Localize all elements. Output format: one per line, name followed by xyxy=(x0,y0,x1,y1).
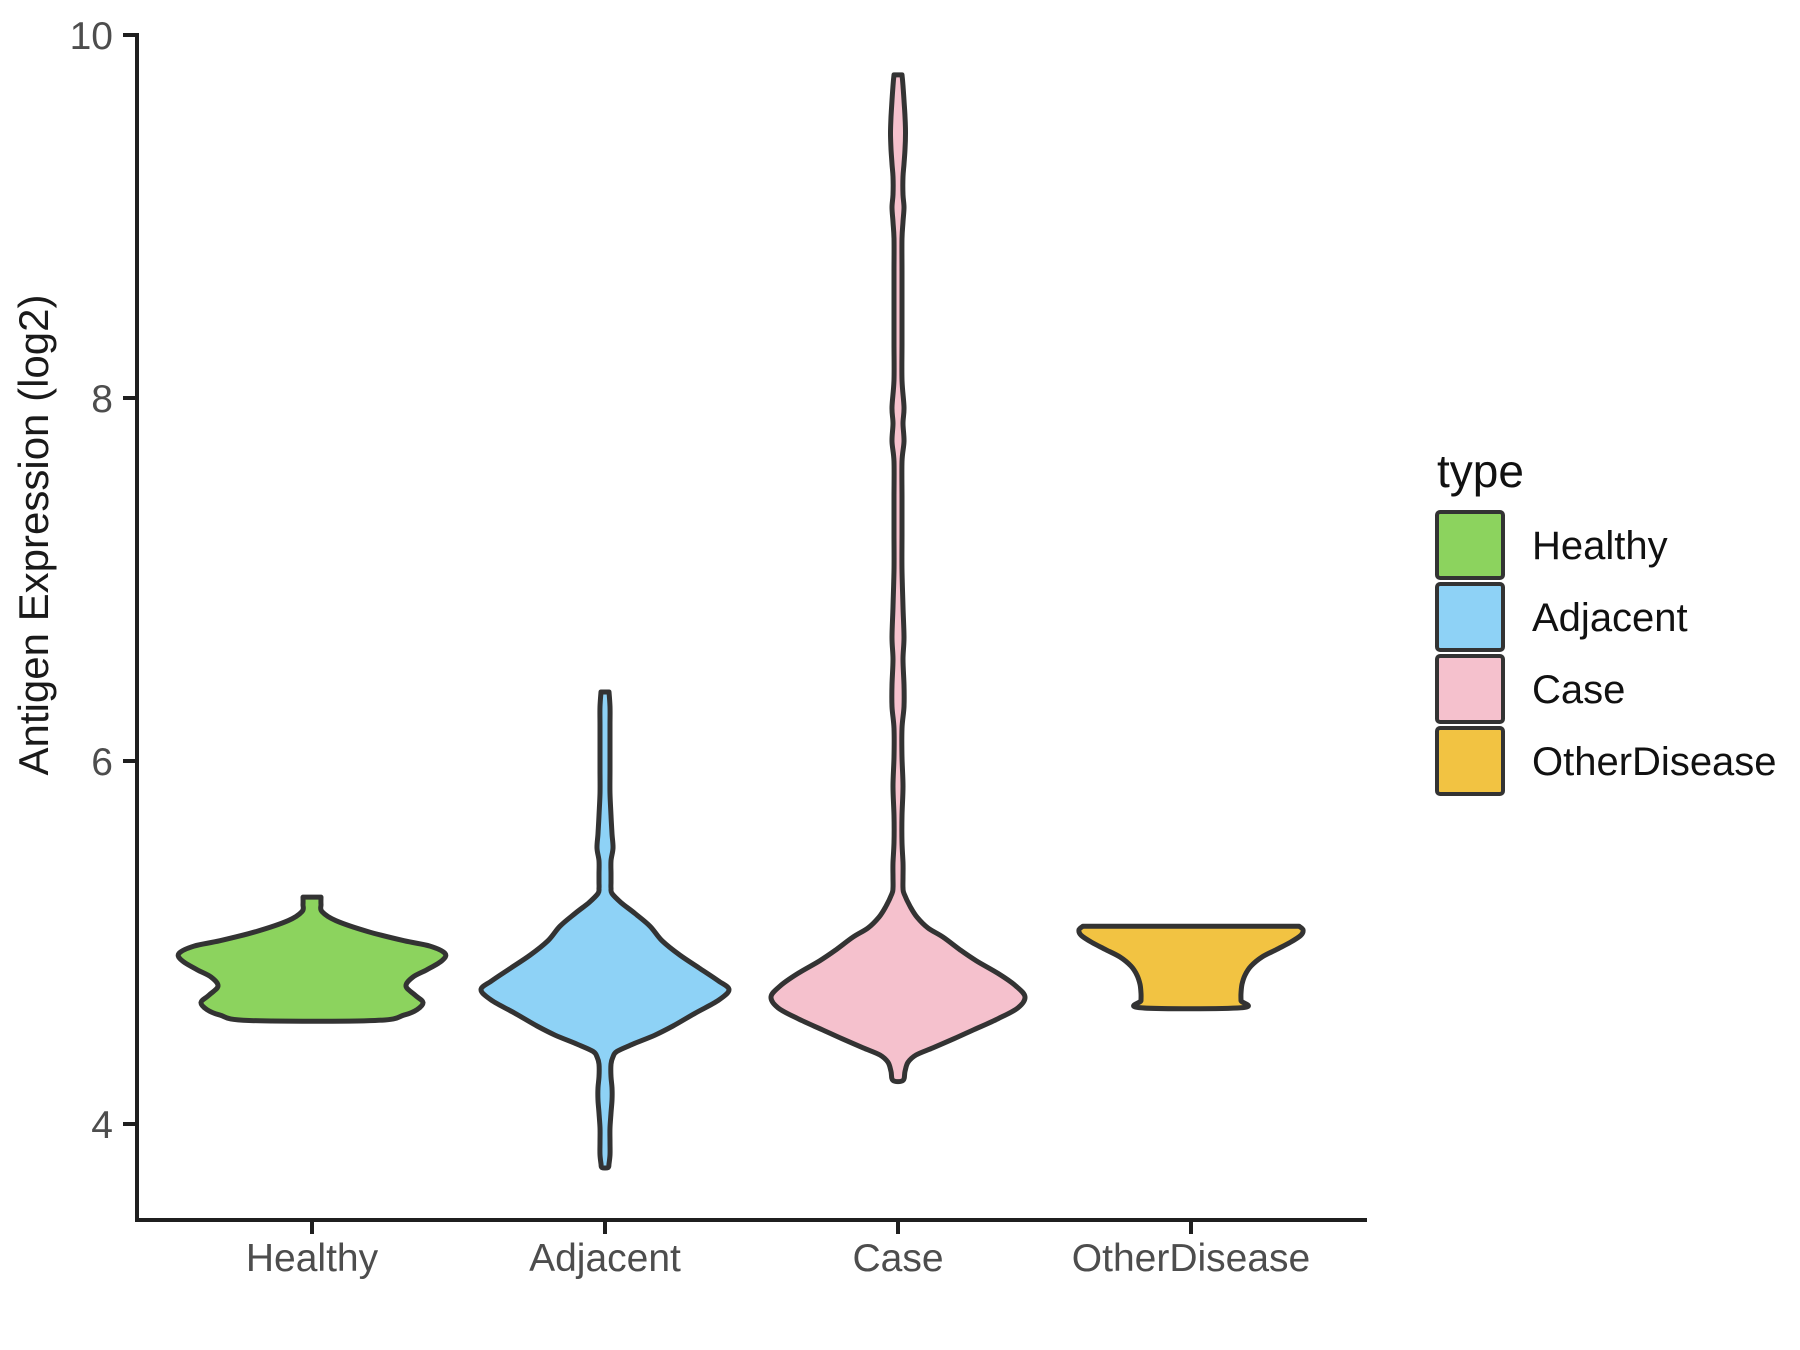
legend: type Healthy Adjacent Case OtherDisease xyxy=(1435,445,1777,796)
y-tick-label: 4 xyxy=(91,1104,113,1147)
legend-swatch-otherdisease xyxy=(1435,726,1505,796)
y-tick-label: 8 xyxy=(91,378,113,421)
violin-healthy xyxy=(175,894,449,1024)
y-axis-title: Antigen Expression (log2) xyxy=(10,295,57,776)
legend-label-case: Case xyxy=(1532,668,1625,712)
y-axis: 4 6 8 10 xyxy=(70,15,139,1222)
legend-label-adjacent: Adjacent xyxy=(1532,596,1688,640)
x-tick-label-adjacent: Adjacent xyxy=(529,1237,681,1280)
y-tick-label: 10 xyxy=(70,15,113,58)
violin-case xyxy=(768,72,1028,1085)
x-axis: Healthy Adjacent Case OtherDisease xyxy=(135,1218,1367,1280)
legend-label-otherdisease: OtherDisease xyxy=(1532,740,1777,784)
violin-group xyxy=(175,72,1306,1171)
legend-swatch-adjacent xyxy=(1435,582,1505,652)
legend-swatch-healthy xyxy=(1435,510,1505,580)
legend-label-healthy: Healthy xyxy=(1532,524,1668,568)
x-tick-label-otherdisease: OtherDisease xyxy=(1072,1237,1310,1280)
legend-title: type xyxy=(1437,445,1524,497)
x-tick-label-case: Case xyxy=(852,1237,943,1280)
violin-adjacent xyxy=(478,689,732,1171)
x-tick-label-healthy: Healthy xyxy=(246,1237,379,1280)
legend-swatch-case xyxy=(1435,654,1505,724)
violin-otherdisease xyxy=(1076,923,1306,1012)
y-tick-label: 6 xyxy=(91,741,113,784)
